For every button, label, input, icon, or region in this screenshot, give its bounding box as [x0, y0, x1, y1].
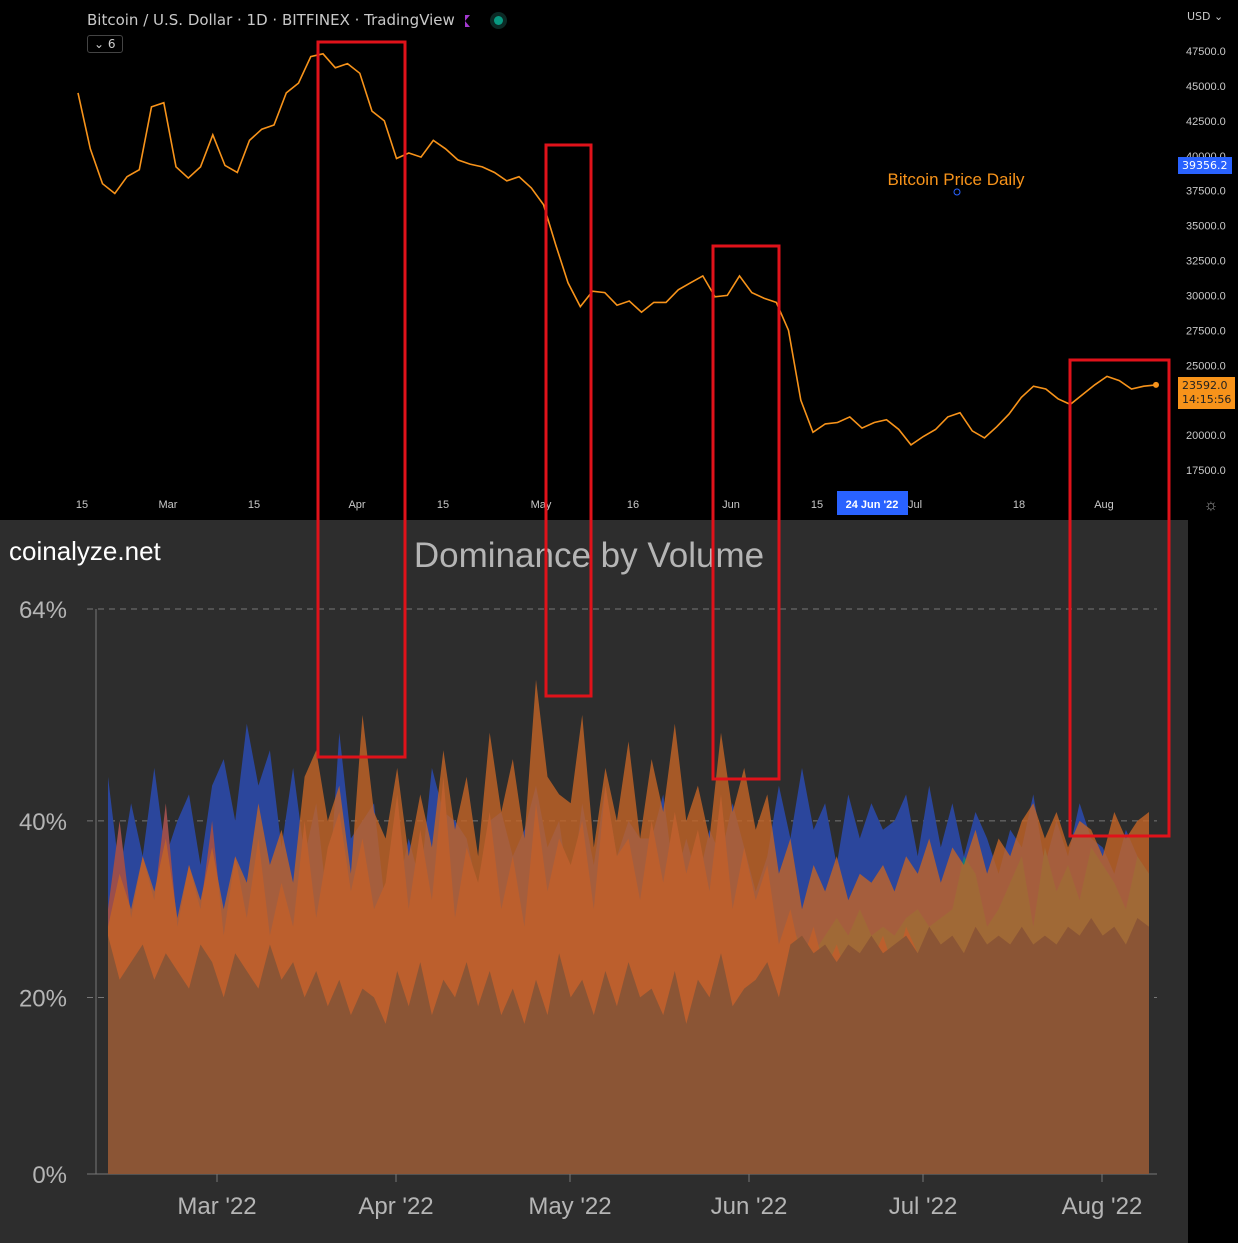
annotation-label: Bitcoin Price Daily: [888, 170, 1025, 189]
price-x-tick: May: [531, 499, 552, 511]
indicators-toggle[interactable]: ⌄ 6: [87, 35, 123, 53]
crosshair-date-bg: [837, 491, 908, 515]
price-x-tick: 18: [1013, 499, 1025, 511]
price-x-tick: 15: [76, 499, 88, 511]
price-chart: 17500.020000.022500.025000.027500.030000…: [76, 46, 1226, 515]
dominance-chart: 0% 20% 40% 64% Mar '22 Apr '22 May '22 Jun '22 J…: [19, 597, 1157, 1220]
highlight-box: [1068, 358, 1171, 838]
dominance-y-tick: 20%: [19, 985, 67, 1012]
price-y-tick: 45000.0: [1186, 81, 1226, 93]
highlight-box: [544, 143, 593, 698]
dominance-y-tick: 0%: [32, 1162, 67, 1189]
dominance-x-tick: Aug '22: [1062, 1193, 1143, 1220]
price-y-tick: 35000.0: [1186, 221, 1226, 233]
dominance-x-tick: Jul '22: [889, 1193, 958, 1220]
price-y-tick: 25000.0: [1186, 360, 1226, 372]
price-x-tick: 15: [248, 499, 260, 511]
price-x-tick: Jun: [722, 499, 740, 511]
indicator-count: 6: [107, 37, 116, 51]
dominance-title: Dominance by Volume: [413, 536, 765, 575]
price-x-tick: Jul: [908, 499, 922, 511]
highlight-box: [316, 40, 407, 759]
chevron-down-icon: ⌄: [94, 37, 105, 51]
dominance-x-tick: Apr '22: [358, 1193, 433, 1220]
price-y-tick: 42500.0: [1186, 116, 1226, 128]
symbol-header[interactable]: Bitcoin / U.S. Dollar · 1D · BITFINEX · …: [87, 11, 503, 29]
countdown: 14:15:56: [1182, 393, 1232, 406]
crosshair-date-tag: 24 Jun '22: [846, 499, 899, 511]
current-price-tag: 23592.0 14:15:56: [1178, 377, 1236, 409]
price-y-tick: 30000.0: [1186, 290, 1226, 302]
highlight-boxes: [316, 40, 1171, 838]
price-y-tick: 27500.0: [1186, 325, 1226, 337]
symbol-title: Bitcoin / U.S. Dollar · 1D · BITFINEX · …: [87, 11, 455, 29]
right-gutter: [1188, 520, 1238, 1243]
price-x-tick: 16: [627, 499, 639, 511]
gear-icon[interactable]: ☼: [1204, 497, 1219, 514]
dominance-y-tick: 40%: [19, 809, 67, 836]
price-y-tick: 47500.0: [1186, 46, 1226, 58]
price-x-tick: Mar: [159, 499, 178, 511]
market-status-icon: [493, 16, 503, 25]
dominance-x-tick: May '22: [528, 1193, 611, 1220]
highlight-box: [711, 244, 781, 781]
price-x-tick: Apr: [348, 499, 365, 511]
dominance-y-tick: 64%: [19, 597, 67, 624]
price-x-tick: 15: [437, 499, 449, 511]
price-x-tick: 15: [811, 499, 823, 511]
price-y-tick: 32500.0: [1186, 256, 1226, 268]
dominance-area-brown: [108, 918, 1149, 1174]
price-y-tick: 17500.0: [1186, 465, 1226, 477]
price-chart-panel: Bitcoin / U.S. Dollar · 1D · BITFINEX · …: [0, 0, 1238, 520]
price-y-tick: 37500.0: [1186, 186, 1226, 198]
dominance-x-tick: Jun '22: [711, 1193, 788, 1220]
crosshair-price-tag: 39356.2: [1178, 157, 1232, 174]
price-line: [77, 52, 1157, 446]
chevron-down-icon: ⌄: [1210, 10, 1224, 23]
price-x-tick: Aug: [1094, 499, 1114, 511]
brand-label: coinalyze.net: [9, 536, 161, 566]
last-price-point: [1153, 381, 1159, 388]
price-y-tick: 20000.0: [1186, 430, 1226, 442]
dominance-x-tick: Mar '22: [177, 1193, 256, 1220]
currency-selector[interactable]: USD ⌄: [1187, 10, 1223, 23]
flag-icon[interactable]: [464, 14, 470, 27]
currency-label: USD: [1187, 10, 1211, 23]
annotation-anchor: [953, 188, 961, 196]
current-price: 23592.0: [1182, 379, 1228, 392]
